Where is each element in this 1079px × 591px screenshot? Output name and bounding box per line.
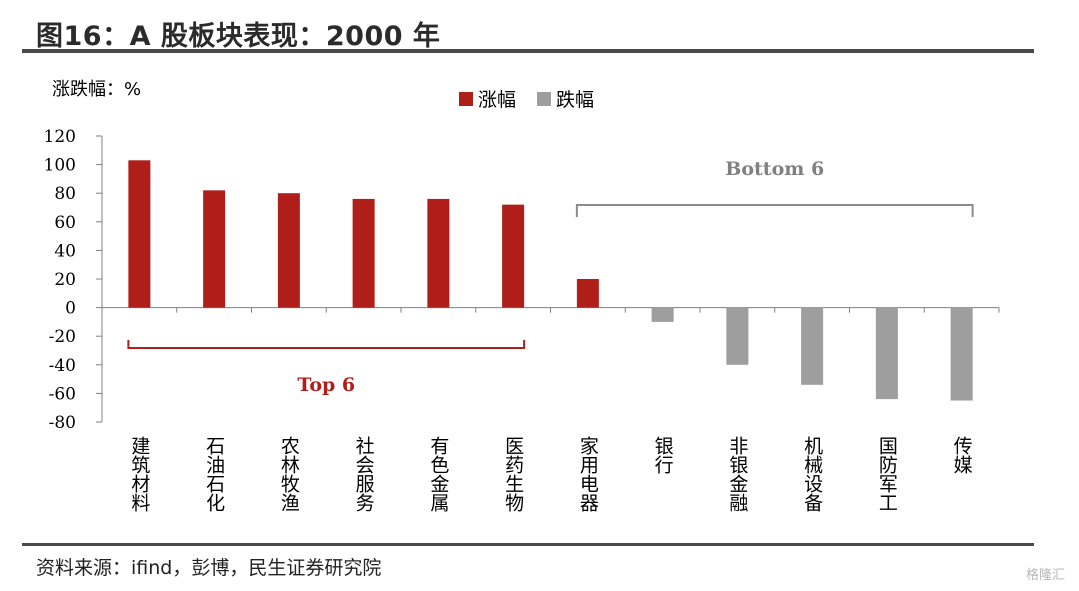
annotation-bracket <box>127 340 526 349</box>
footer-rule <box>22 543 1034 546</box>
legend-swatch-fall <box>537 92 551 106</box>
category-label: 建筑材料 <box>128 436 150 512</box>
category-label: 有色金属 <box>427 436 449 513</box>
category-label: 社会服务 <box>353 436 375 512</box>
bar-fall <box>801 307 824 385</box>
y-tick-label: 60 <box>54 213 76 233</box>
bar-rise <box>502 204 525 308</box>
legend-swatch-rise <box>459 92 473 106</box>
category-label: 银行 <box>652 436 674 474</box>
y-tick-label: 80 <box>54 184 76 204</box>
category-label: 机械设备 <box>801 436 823 512</box>
x-axis <box>101 307 1000 313</box>
source-note: 资料来源：ifind，彭博，民生证券研究院 <box>36 557 382 579</box>
bar-fall <box>875 307 898 400</box>
bar-rise <box>352 198 375 308</box>
y-tick-label: -80 <box>49 413 76 433</box>
bar-chart: 涨跌幅：% 涨幅 跌幅 120100806040200-20-40-60-80 … <box>44 79 1000 513</box>
y-tick-label: 100 <box>44 156 76 176</box>
category-label: 传媒 <box>951 436 973 474</box>
bar-fall <box>950 307 973 401</box>
watermark-text: 格隆汇 <box>1025 568 1065 583</box>
bar-rise <box>128 160 151 308</box>
category-label: 农林牧渔 <box>278 436 300 512</box>
bar-fall <box>651 307 674 322</box>
y-tick-label: -20 <box>49 327 76 347</box>
y-tick-label: 120 <box>44 127 76 147</box>
category-label: 石油石化 <box>203 436 225 512</box>
legend: 涨幅 跌幅 <box>459 89 594 111</box>
y-tick-label: 40 <box>54 241 76 261</box>
y-tick-label: 0 <box>65 299 76 319</box>
chart-title: 图16：A 股板块表现：2000 年 <box>36 21 441 52</box>
annotation-label: Bottom 6 <box>725 158 824 180</box>
category-labels: 建筑材料 石油石化 农林牧渔 社会服务 有色金属 医药生物 家用电器 银行 非银金融 机械设备 国防… <box>128 436 972 513</box>
y-tick-label: -40 <box>49 356 76 376</box>
bars <box>128 160 973 401</box>
bar-rise <box>576 279 599 308</box>
y-axis: 120 100 80 60 40 20 0 -20 -40 -60 -80 <box>44 127 103 433</box>
y-axis-label: 涨跌幅：% <box>52 79 141 100</box>
category-label: 非银金融 <box>726 436 748 512</box>
bar-rise <box>277 193 300 308</box>
bar-fall <box>726 307 749 365</box>
annotation-bracket <box>575 204 974 217</box>
annotation-label: Top 6 <box>297 374 355 396</box>
y-tick-label: -60 <box>49 384 76 404</box>
category-label: 国防军工 <box>876 436 898 512</box>
bar-rise <box>203 190 226 308</box>
legend-label-fall: 跌幅 <box>556 89 594 111</box>
legend-label-rise: 涨幅 <box>478 89 516 111</box>
title-rule <box>22 49 1034 53</box>
y-tick-label: 20 <box>54 270 76 290</box>
category-label: 医药生物 <box>502 436 524 512</box>
bar-rise <box>427 198 450 308</box>
category-label: 家用电器 <box>577 436 599 512</box>
annotations: Top 6 Bottom 6 <box>127 158 974 396</box>
